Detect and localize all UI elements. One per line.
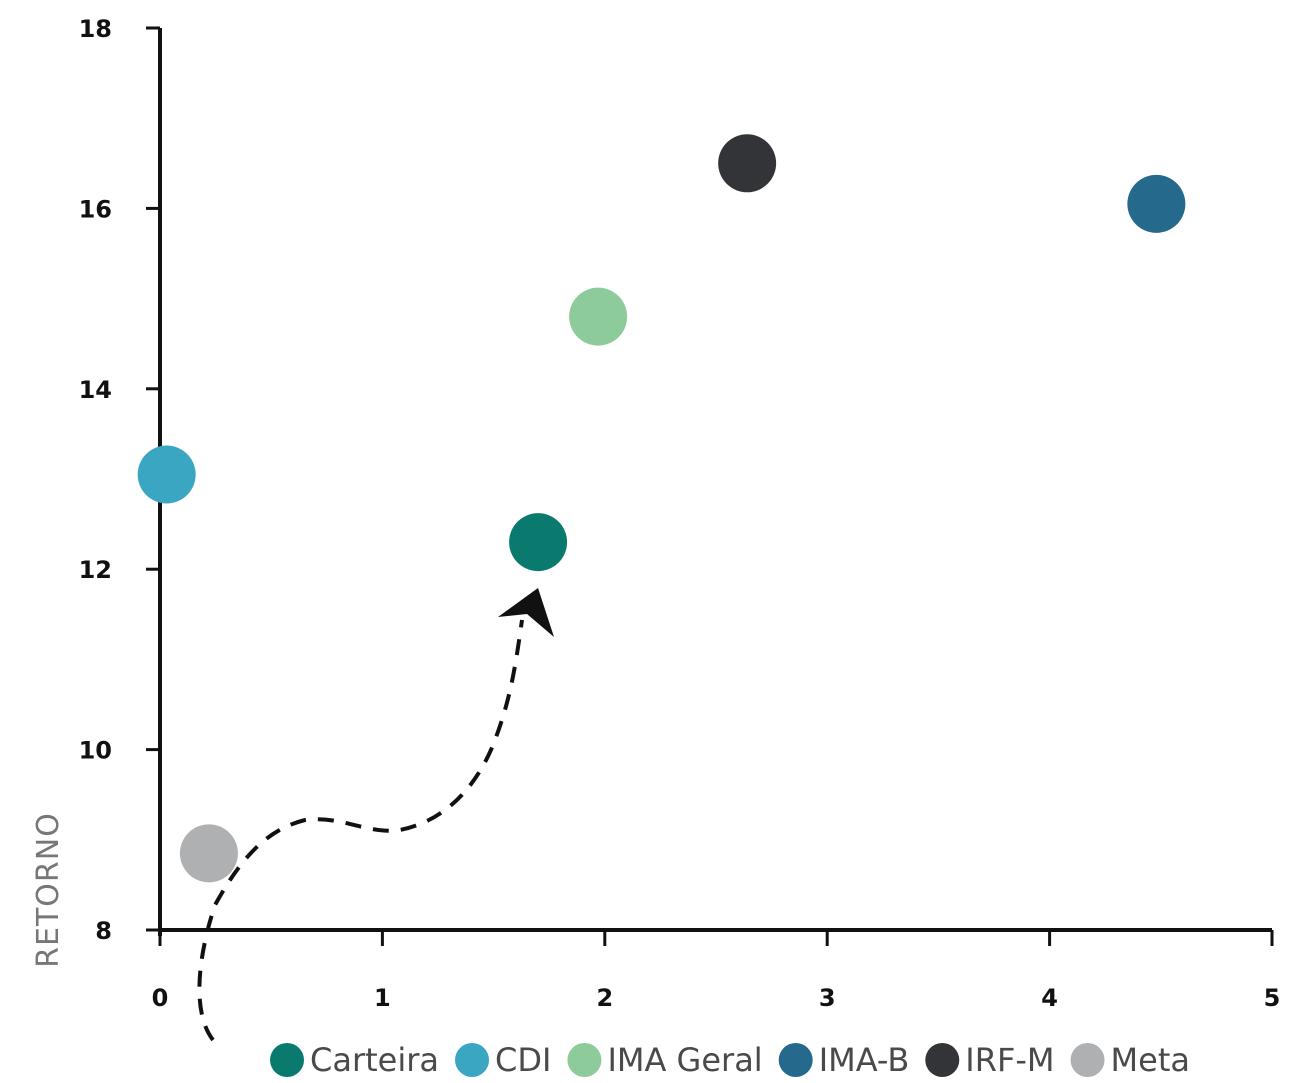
- y-tick-label: 18: [79, 15, 112, 43]
- legend-label: IMA-B: [819, 1041, 910, 1079]
- data-point-ima-geral: [569, 287, 628, 346]
- legend-item: CDI: [455, 1041, 551, 1079]
- axes: [146, 26, 1274, 946]
- legend-swatch: [778, 1043, 813, 1077]
- y-tick-label: 16: [79, 195, 112, 223]
- legend-label: IRF-M: [965, 1041, 1054, 1079]
- x-tick-label: 4: [1041, 984, 1058, 1012]
- y-tick-label: 8: [95, 917, 112, 945]
- legend-swatch: [1070, 1043, 1105, 1077]
- legend: Carteira CDI IMA Geral IMA-B IRF-M Meta: [270, 1041, 1190, 1079]
- x-tick-label: 1: [374, 984, 391, 1012]
- y-tick-label: 12: [79, 556, 112, 584]
- x-tick-label: 3: [819, 984, 836, 1012]
- legend-label: Carteira: [310, 1041, 439, 1079]
- data-point-cdi: [137, 445, 196, 504]
- legend-swatch: [455, 1043, 490, 1077]
- legend-label: Meta: [1111, 1041, 1190, 1079]
- y-tick-label: 14: [79, 376, 112, 404]
- legend-item: IMA-B: [778, 1041, 910, 1079]
- legend-swatch: [270, 1043, 305, 1077]
- legend-swatch: [925, 1043, 960, 1077]
- y-tick-label: 10: [79, 737, 112, 765]
- legend-item: IMA Geral: [567, 1041, 763, 1079]
- dashed-arrow-annotation: [197, 588, 554, 1042]
- x-tick-label: 0: [152, 984, 169, 1012]
- data-point-ima-b: [1127, 174, 1186, 233]
- legend-item: IRF-M: [925, 1041, 1055, 1079]
- arrowhead: [498, 588, 554, 637]
- data-points: [137, 134, 1186, 883]
- data-point-carteira: [509, 513, 568, 572]
- legend-item: Carteira: [270, 1041, 439, 1079]
- legend-item: Meta: [1070, 1041, 1190, 1079]
- data-point-meta: [179, 824, 238, 883]
- legend-label: CDI: [495, 1041, 551, 1079]
- x-tick-label: 2: [596, 984, 613, 1012]
- x-tick-label: 5: [1264, 984, 1281, 1012]
- data-point-irf-m: [718, 134, 777, 193]
- y-axis-title: RETORNO: [31, 812, 66, 968]
- legend-label: IMA Geral: [607, 1041, 762, 1079]
- dashed-arrow-path: [197, 619, 524, 1042]
- legend-swatch: [567, 1043, 602, 1077]
